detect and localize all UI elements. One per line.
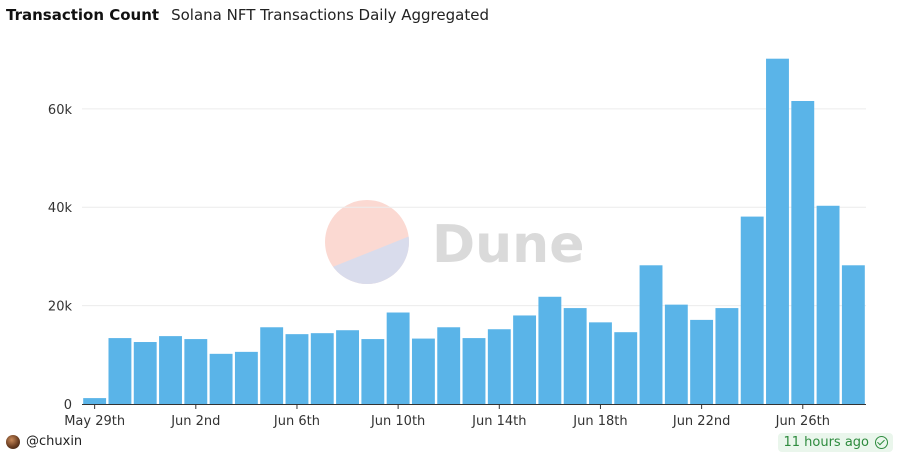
bar[interactable]: [487, 329, 511, 404]
bar[interactable]: [437, 327, 461, 404]
x-tick-label: Jun 14th: [471, 414, 526, 429]
bar[interactable]: [234, 351, 258, 404]
y-tick-label: 20k: [48, 300, 73, 315]
y-tick-label: 0: [64, 398, 72, 413]
bar[interactable]: [639, 265, 663, 404]
bar[interactable]: [159, 336, 182, 404]
x-tick-label: Jun 6th: [273, 414, 320, 429]
bar[interactable]: [108, 338, 132, 404]
check-circle-icon: [875, 436, 888, 449]
bar[interactable]: [411, 338, 435, 404]
bar[interactable]: [614, 332, 638, 404]
bar[interactable]: [133, 342, 157, 404]
chart-subtitle: Solana NFT Transactions Daily Aggregated: [171, 6, 489, 24]
chart-title: Transaction Count: [6, 6, 160, 24]
x-tick-label: Jun 10th: [370, 414, 425, 429]
bar[interactable]: [184, 339, 208, 404]
x-tick-label: Jun 2nd: [170, 414, 220, 429]
bar[interactable]: [816, 205, 840, 404]
bar[interactable]: [690, 319, 714, 404]
bar[interactable]: [563, 308, 587, 404]
avatar: [6, 434, 20, 449]
bar[interactable]: [83, 398, 107, 404]
last-updated-text: 11 hours ago: [783, 435, 869, 450]
bar[interactable]: [766, 58, 789, 404]
y-tick-label: 60k: [48, 103, 73, 118]
chart-header: Transaction Count Solana NFT Transaction…: [6, 6, 489, 28]
bar[interactable]: [361, 339, 385, 404]
bar[interactable]: [310, 333, 334, 404]
bar[interactable]: [791, 100, 815, 404]
bar[interactable]: [841, 265, 865, 404]
footer-user[interactable]: @chuxin: [6, 434, 82, 449]
bar[interactable]: [715, 308, 739, 404]
bar[interactable]: [209, 353, 233, 404]
y-tick-label: 40k: [48, 201, 73, 216]
x-tick-label: Jun 18th: [572, 414, 627, 429]
bar[interactable]: [386, 312, 410, 404]
bar[interactable]: [740, 216, 764, 404]
bar[interactable]: [538, 296, 562, 404]
bar[interactable]: [664, 304, 688, 404]
dune-watermark-text: Dune: [432, 215, 584, 275]
username: @chuxin: [26, 434, 83, 449]
bar[interactable]: [513, 315, 537, 404]
dune-watermark: Dune: [325, 200, 584, 284]
x-tick-label: Jun 26th: [775, 414, 830, 429]
refresh-status[interactable]: 11 hours ago: [778, 433, 893, 452]
x-tick-label: Jun 22nd: [672, 414, 730, 429]
bar[interactable]: [589, 322, 612, 404]
bar[interactable]: [285, 334, 309, 404]
x-tick-label: May 29th: [64, 414, 125, 429]
bar[interactable]: [462, 338, 486, 404]
bar[interactable]: [260, 327, 284, 404]
bar[interactable]: [336, 330, 359, 404]
dune-logo-icon: [325, 200, 409, 284]
